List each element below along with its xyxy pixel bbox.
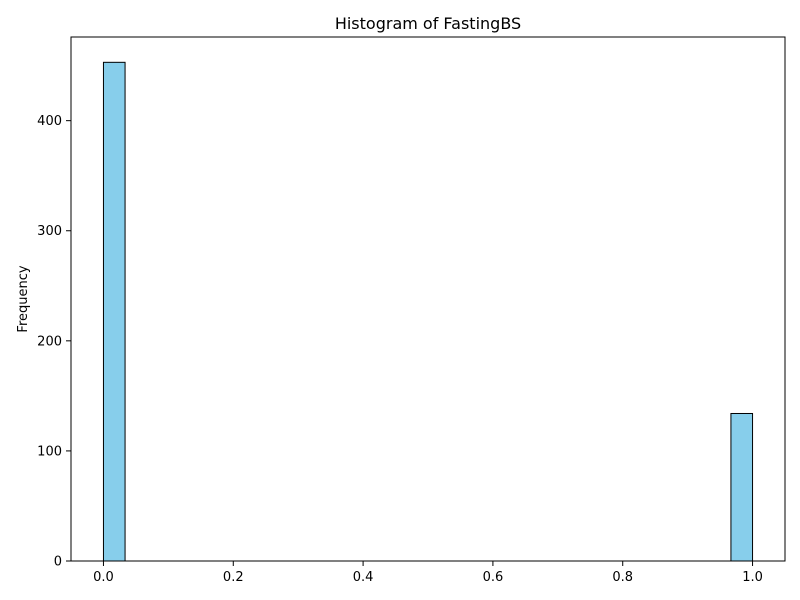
x-tick-label: 0.4: [353, 570, 374, 585]
y-tick-label: 100: [37, 444, 62, 459]
x-tick-label: 0.0: [93, 570, 114, 585]
x-tick-label: 0.6: [483, 570, 504, 585]
x-tick-label: 1.0: [742, 570, 763, 585]
plot-frame: [70, 36, 786, 562]
x-tick-label: 0.2: [223, 570, 244, 585]
y-tick-label: 0: [54, 555, 62, 570]
histogram-bar-1: [730, 412, 754, 562]
y-axis-label: Frequency: [16, 265, 31, 332]
ticks-layer: 0.0 0.2 0.4 0.6 0.8 1.0 0 100 200 300 400: [37, 114, 763, 585]
histogram-bar-0: [102, 61, 126, 562]
chart-title: Histogram of FastingBS: [335, 14, 521, 33]
y-tick-label: 200: [37, 334, 62, 349]
bars-layer: [102, 61, 754, 562]
x-tick-label: 0.8: [612, 570, 633, 585]
y-tick-label: 400: [37, 114, 62, 129]
y-tick-label: 300: [37, 224, 62, 239]
